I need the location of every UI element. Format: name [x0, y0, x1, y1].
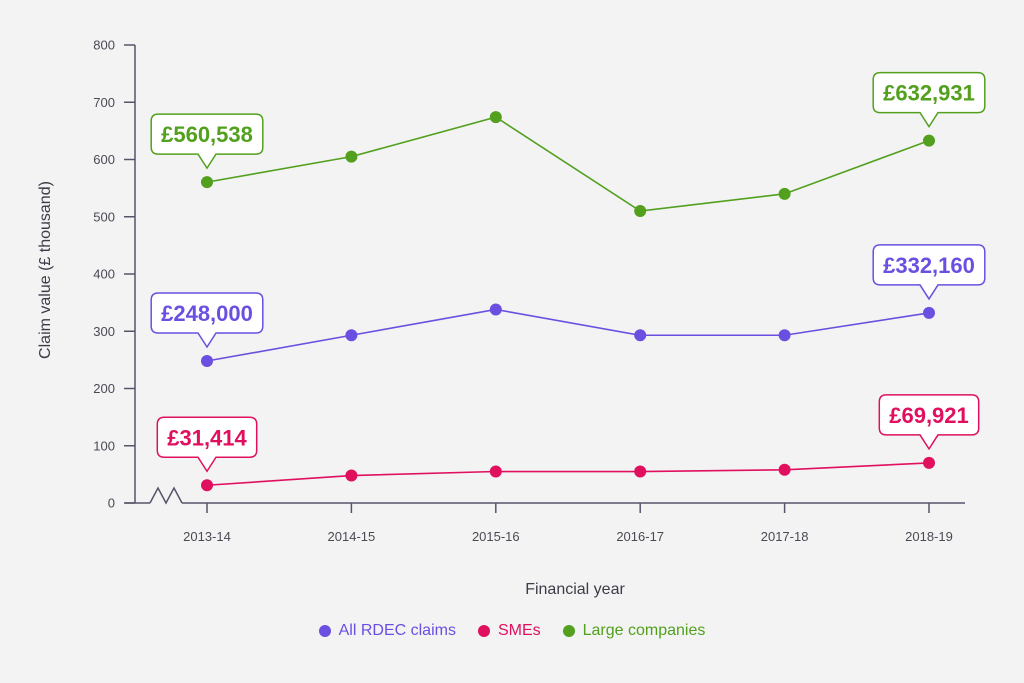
x-tick-label-2018-19: 2018-19	[905, 529, 953, 544]
data-point-large-companies-2013-14	[201, 176, 213, 189]
y-tick-label-800: 800	[93, 38, 115, 53]
data-point-smes-2016-17	[634, 465, 647, 478]
callout-label-2: £248,000	[161, 301, 253, 326]
legend-item-large-companies: Large companies	[562, 622, 706, 640]
data-point-all-rdec-claims-2013-14	[201, 355, 213, 368]
x-tick-label-2016-17: 2016-17	[616, 529, 664, 544]
callout-label-5: £69,921	[889, 403, 969, 428]
y-tick-label-700: 700	[93, 95, 115, 110]
y-tick-label-0: 0	[108, 496, 115, 511]
callout-label-4: £31,414	[167, 425, 247, 450]
x-tick-label-2014-15: 2014-15	[328, 529, 376, 544]
data-point-all-rdec-claims-2018-19	[923, 306, 935, 319]
y-tick-label-300: 300	[93, 324, 115, 339]
data-point-all-rdec-claims-2014-15	[345, 329, 358, 342]
x-axis-title: Financial year	[525, 581, 625, 598]
callout-label-0: £560,538	[161, 122, 253, 147]
legend-label-large-companies: Large companies	[582, 622, 706, 639]
callout-box-4	[156, 416, 258, 473]
series-line-smes	[206, 462, 930, 487]
callout-label-1: £632,931	[883, 81, 975, 106]
x-tick-label-2013-14: 2013-14	[183, 529, 231, 544]
data-point-large-companies-2014-15	[345, 150, 358, 163]
callout-box-3	[872, 244, 986, 301]
legend-item-all-rdec: All RDEC claims	[318, 622, 456, 640]
data-point-smes-2013-14	[201, 479, 213, 492]
x-tick-label-2017-18: 2017-18	[761, 529, 809, 544]
chart-legend: All RDEC claims SMEs Large companies	[0, 622, 1024, 640]
data-point-all-rdec-claims-2015-16	[489, 303, 502, 316]
legend-item-smes: SMEs	[477, 622, 541, 640]
callout-box-1	[872, 71, 986, 128]
callout-box-5	[878, 394, 980, 451]
data-point-large-companies-2016-17	[634, 205, 647, 218]
data-point-smes-2014-15	[345, 469, 358, 482]
data-point-smes-2015-16	[489, 465, 502, 478]
series-line-all-rdec-claims	[206, 308, 930, 362]
data-point-large-companies-2017-18	[778, 187, 791, 200]
y-axis-title: Claim value (£ thousand)	[37, 181, 54, 359]
legend-marker-all-rdec	[318, 625, 331, 637]
x-tick-label-2015-16: 2015-16	[472, 529, 520, 544]
callout-box-0	[150, 113, 264, 170]
y-tick-label-400: 400	[93, 267, 115, 282]
axis-break-mark	[149, 486, 183, 505]
data-point-large-companies-2018-19	[923, 134, 935, 147]
data-point-all-rdec-claims-2016-17	[634, 329, 647, 342]
legend-label-all-rdec: All RDEC claims	[338, 622, 456, 639]
data-point-large-companies-2015-16	[489, 111, 502, 124]
data-point-all-rdec-claims-2017-18	[778, 329, 791, 342]
y-tick-label-100: 100	[93, 438, 115, 453]
data-point-smes-2017-18	[778, 463, 791, 476]
callout-label-3: £332,160	[883, 253, 975, 278]
data-point-smes-2018-19	[923, 456, 935, 469]
series-line-large-companies	[206, 116, 930, 212]
legend-marker-large-companies	[562, 625, 575, 637]
callout-box-2	[150, 292, 264, 349]
legend-label-smes: SMEs	[497, 622, 541, 639]
y-tick-label-600: 600	[93, 152, 115, 167]
legend-marker-smes	[477, 625, 490, 637]
y-tick-label-200: 200	[93, 381, 115, 396]
y-tick-label-500: 500	[93, 209, 115, 224]
